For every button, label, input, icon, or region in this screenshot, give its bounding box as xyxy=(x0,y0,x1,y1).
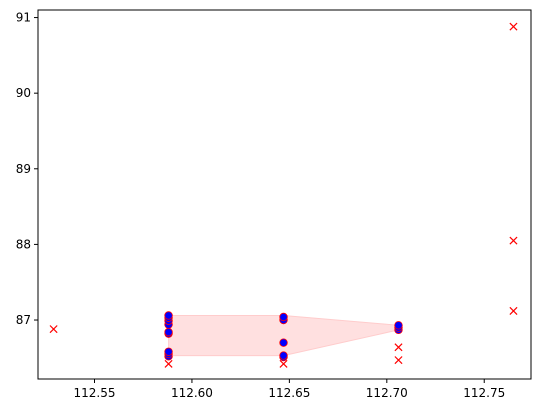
circle-marker-point xyxy=(165,328,173,336)
x-tick-label: 112.55 xyxy=(74,386,116,400)
x-tick-label: 112.60 xyxy=(171,386,213,400)
circle-marker-point xyxy=(165,348,173,356)
x-tick-label: 112.75 xyxy=(463,386,505,400)
y-tick-label: 89 xyxy=(16,162,31,176)
y-tick-label: 88 xyxy=(16,237,31,251)
circle-marker-point xyxy=(280,339,288,347)
y-tick-label: 87 xyxy=(16,313,31,327)
circle-marker-point xyxy=(395,322,403,330)
y-tick-label: 90 xyxy=(16,86,31,100)
x-tick-label: 112.65 xyxy=(268,386,310,400)
circle-marker-point xyxy=(280,352,288,360)
y-tick-label: 91 xyxy=(16,11,31,25)
x-tick-label: 112.70 xyxy=(366,386,408,400)
circle-marker-point xyxy=(165,312,173,320)
circle-marker-point xyxy=(280,313,288,321)
